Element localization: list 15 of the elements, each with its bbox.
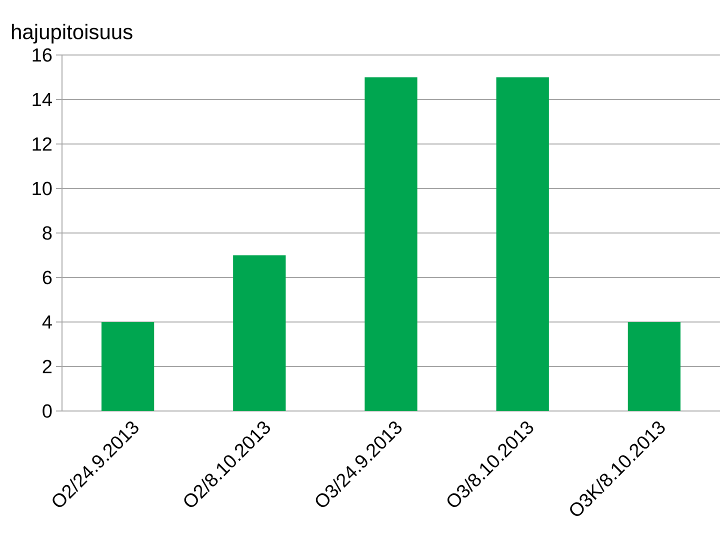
bar	[233, 255, 286, 411]
y-tick-label: 6	[42, 270, 52, 284]
y-axis-title: hajupitoisuus	[12, 24, 132, 44]
y-tick-label: 2	[42, 360, 52, 374]
bar	[628, 322, 681, 411]
y-tick-label: 4	[42, 315, 52, 329]
y-tick-label: 12	[32, 137, 52, 151]
y-tick-label: 14	[32, 92, 52, 106]
bar	[364, 77, 418, 411]
bar	[101, 322, 154, 411]
y-tick-label: 8	[42, 226, 52, 240]
y-tick-label: 0	[42, 404, 52, 418]
y-tick-label: 10	[32, 182, 52, 196]
bar	[496, 77, 549, 411]
y-tick-label: 16	[32, 48, 52, 62]
